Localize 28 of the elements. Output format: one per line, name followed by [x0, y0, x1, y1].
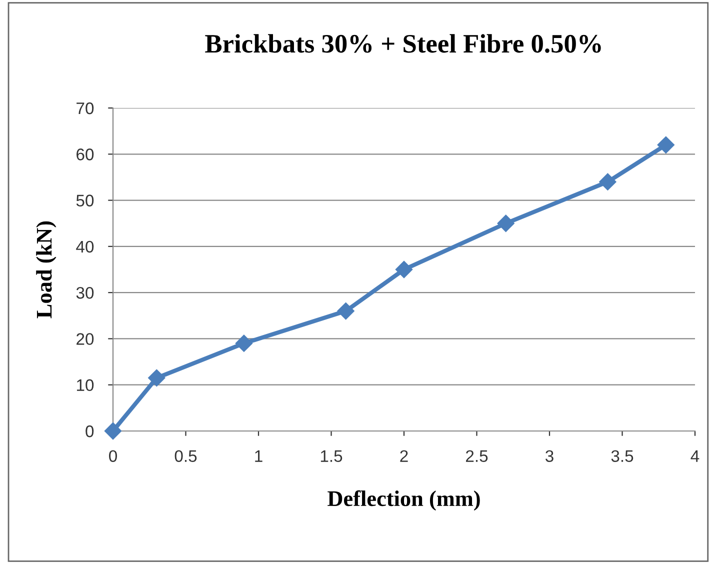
y-tick-label: 60 — [76, 148, 94, 160]
y-tick-label: 30 — [76, 286, 94, 299]
x-tick-label: 4 — [690, 450, 700, 462]
point — [337, 302, 354, 320]
point — [104, 422, 122, 440]
y-tick-label: 70 — [76, 102, 94, 114]
point — [657, 136, 674, 154]
x-tick-label: 3 — [546, 450, 554, 462]
x-axis-title: Deflection (mm) — [328, 490, 480, 511]
x-tick-label: 1.5 — [320, 450, 342, 462]
x-tick-label: 0.5 — [174, 450, 197, 462]
x-tick-label: 0 — [109, 450, 117, 462]
y-tick-label: 50 — [76, 194, 94, 206]
y-tick-label: 0 — [86, 425, 94, 438]
y-axis-title: Load (kN) — [36, 221, 56, 318]
point — [148, 369, 166, 386]
chart-title: Brickbats 30% + Steel Fibre 0.50% — [205, 34, 601, 53]
point — [497, 214, 514, 232]
x-tick-label: 3.5 — [611, 450, 634, 462]
point — [395, 260, 413, 278]
point — [599, 173, 616, 190]
y-tick-label: 10 — [76, 379, 94, 392]
x-tick-label: 1 — [255, 450, 262, 462]
y-tick-label: 20 — [76, 333, 94, 345]
y-tick-label: 40 — [76, 240, 94, 253]
point — [235, 334, 252, 352]
x-tick-label: 2.5 — [466, 450, 488, 462]
x-tick-label: 2 — [400, 450, 408, 462]
